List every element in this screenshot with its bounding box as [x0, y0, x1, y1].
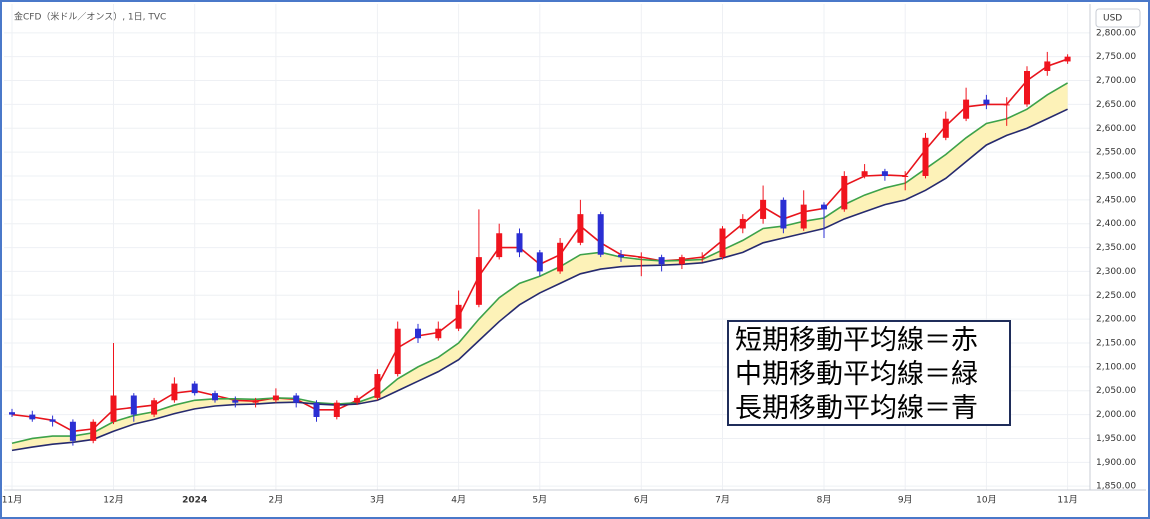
- candle-body: [841, 175, 848, 210]
- candle-body: [861, 171, 868, 176]
- y-tick-label: 2,450.00: [1096, 195, 1136, 205]
- y-tick-label: 2,250.00: [1096, 291, 1136, 301]
- candle-body: [821, 204, 827, 210]
- candle-body: [110, 395, 117, 422]
- chart-title: 金CFD（米ドル／オンス）, 1日, TVC: [14, 11, 166, 23]
- candle-body: [354, 397, 361, 403]
- x-tick-label: 11月: [1057, 495, 1077, 506]
- y-tick-label: 2,600.00: [1096, 124, 1136, 134]
- candle-body: [760, 199, 767, 219]
- x-tick-label: 8月: [817, 495, 832, 506]
- candle-body: [597, 214, 604, 255]
- x-tick-label: 2024: [182, 496, 207, 506]
- annotation: 長期移動平均線＝青: [735, 393, 978, 424]
- candle-body: [658, 257, 665, 265]
- y-tick-label: 1,950.00: [1096, 434, 1136, 444]
- y-tick-label: 2,050.00: [1096, 386, 1136, 396]
- candle-body: [678, 257, 685, 265]
- x-tick-label: 9月: [898, 495, 913, 506]
- candle-body: [252, 400, 259, 403]
- x-tick-label: 6月: [634, 495, 649, 506]
- candle-body: [29, 414, 36, 420]
- moving-average-line: [11, 82, 1069, 445]
- currency-box: [1095, 8, 1141, 28]
- candle-body: [719, 228, 726, 258]
- candle-body: [739, 218, 746, 229]
- y-tick-label: 2,200.00: [1096, 315, 1136, 325]
- y-tick-label: 2,650.00: [1096, 100, 1136, 110]
- moving-average-line: [11, 108, 1068, 452]
- candle-body: [902, 175, 909, 177]
- candle-body: [800, 204, 807, 229]
- candle-body: [313, 402, 320, 417]
- x-tick-label: 2月: [269, 495, 284, 506]
- candle-body: [9, 412, 15, 415]
- candle-body: [1064, 56, 1071, 62]
- candle-body: [1024, 70, 1030, 105]
- candle-body: [212, 393, 218, 401]
- y-tick-label: 2,500.00: [1096, 171, 1136, 181]
- candle-body: [130, 395, 137, 415]
- candle-body: [374, 374, 381, 398]
- x-tick-label: 12月: [103, 495, 123, 506]
- y-tick-label: 2,700.00: [1096, 76, 1136, 86]
- candle-body: [49, 419, 56, 422]
- candle-body: [455, 304, 462, 329]
- candle-body: [557, 242, 564, 272]
- candle-body: [1003, 104, 1010, 106]
- currency: USD: [1103, 14, 1122, 24]
- y-tick-label: 2,150.00: [1096, 339, 1136, 349]
- x-tick-label: 7月: [715, 495, 730, 506]
- candle-body: [415, 328, 421, 339]
- candle-body: [475, 257, 482, 305]
- x-tick-label: 5月: [532, 495, 547, 506]
- candle-body: [333, 402, 340, 417]
- annotation-box: 短期移動平均線＝赤 中期移動平均線＝緑 長期移動平均線＝青: [727, 320, 1011, 426]
- candle-body: [963, 99, 970, 119]
- y-tick-label: 2,400.00: [1096, 219, 1136, 229]
- candle-body: [536, 252, 543, 272]
- x-tick-label: 4月: [451, 495, 466, 506]
- candle-body: [1044, 61, 1051, 71]
- candle-body: [780, 199, 787, 229]
- candle-body: [191, 383, 198, 394]
- y-tick-label: 2,000.00: [1096, 410, 1136, 420]
- candle-body: [577, 214, 584, 243]
- y-tick-label: 2,800.00: [1096, 28, 1136, 38]
- candle-body: [516, 233, 523, 253]
- y-tick-label: 2,300.00: [1096, 267, 1136, 277]
- candle-body: [90, 421, 97, 441]
- candle-body: [699, 257, 706, 259]
- candle-body: [496, 233, 503, 258]
- y-tick-label: 2,100.00: [1096, 362, 1136, 372]
- candle-body: [922, 137, 929, 176]
- candle-body: [171, 383, 178, 401]
- candle-body: [151, 400, 158, 415]
- y-tick-label: 1,900.00: [1096, 458, 1136, 468]
- candle-body: [394, 328, 401, 375]
- annotation: 短期移動平均線＝赤: [735, 325, 978, 356]
- candle-body: [881, 171, 888, 176]
- candle-body: [983, 99, 990, 105]
- x-tick-label: 3月: [370, 495, 385, 506]
- candle-body: [272, 395, 279, 401]
- candle-body: [618, 254, 624, 258]
- annotation: 中期移動平均線＝緑: [735, 359, 978, 390]
- candle-body: [232, 400, 239, 403]
- y-tick-label: 2,750.00: [1096, 52, 1136, 62]
- x-tick-label: 11月: [2, 495, 22, 506]
- candle-body: [638, 257, 645, 259]
- candle-body: [69, 421, 76, 441]
- candle-body: [435, 328, 442, 339]
- candle-body: [293, 395, 300, 403]
- y-tick-label: 2,550.00: [1096, 148, 1136, 158]
- candle-body: [942, 118, 949, 138]
- x-tick-label: 10月: [976, 495, 996, 506]
- y-tick-label: 1,850.00: [1096, 482, 1136, 492]
- y-tick-label: 2,350.00: [1096, 243, 1136, 253]
